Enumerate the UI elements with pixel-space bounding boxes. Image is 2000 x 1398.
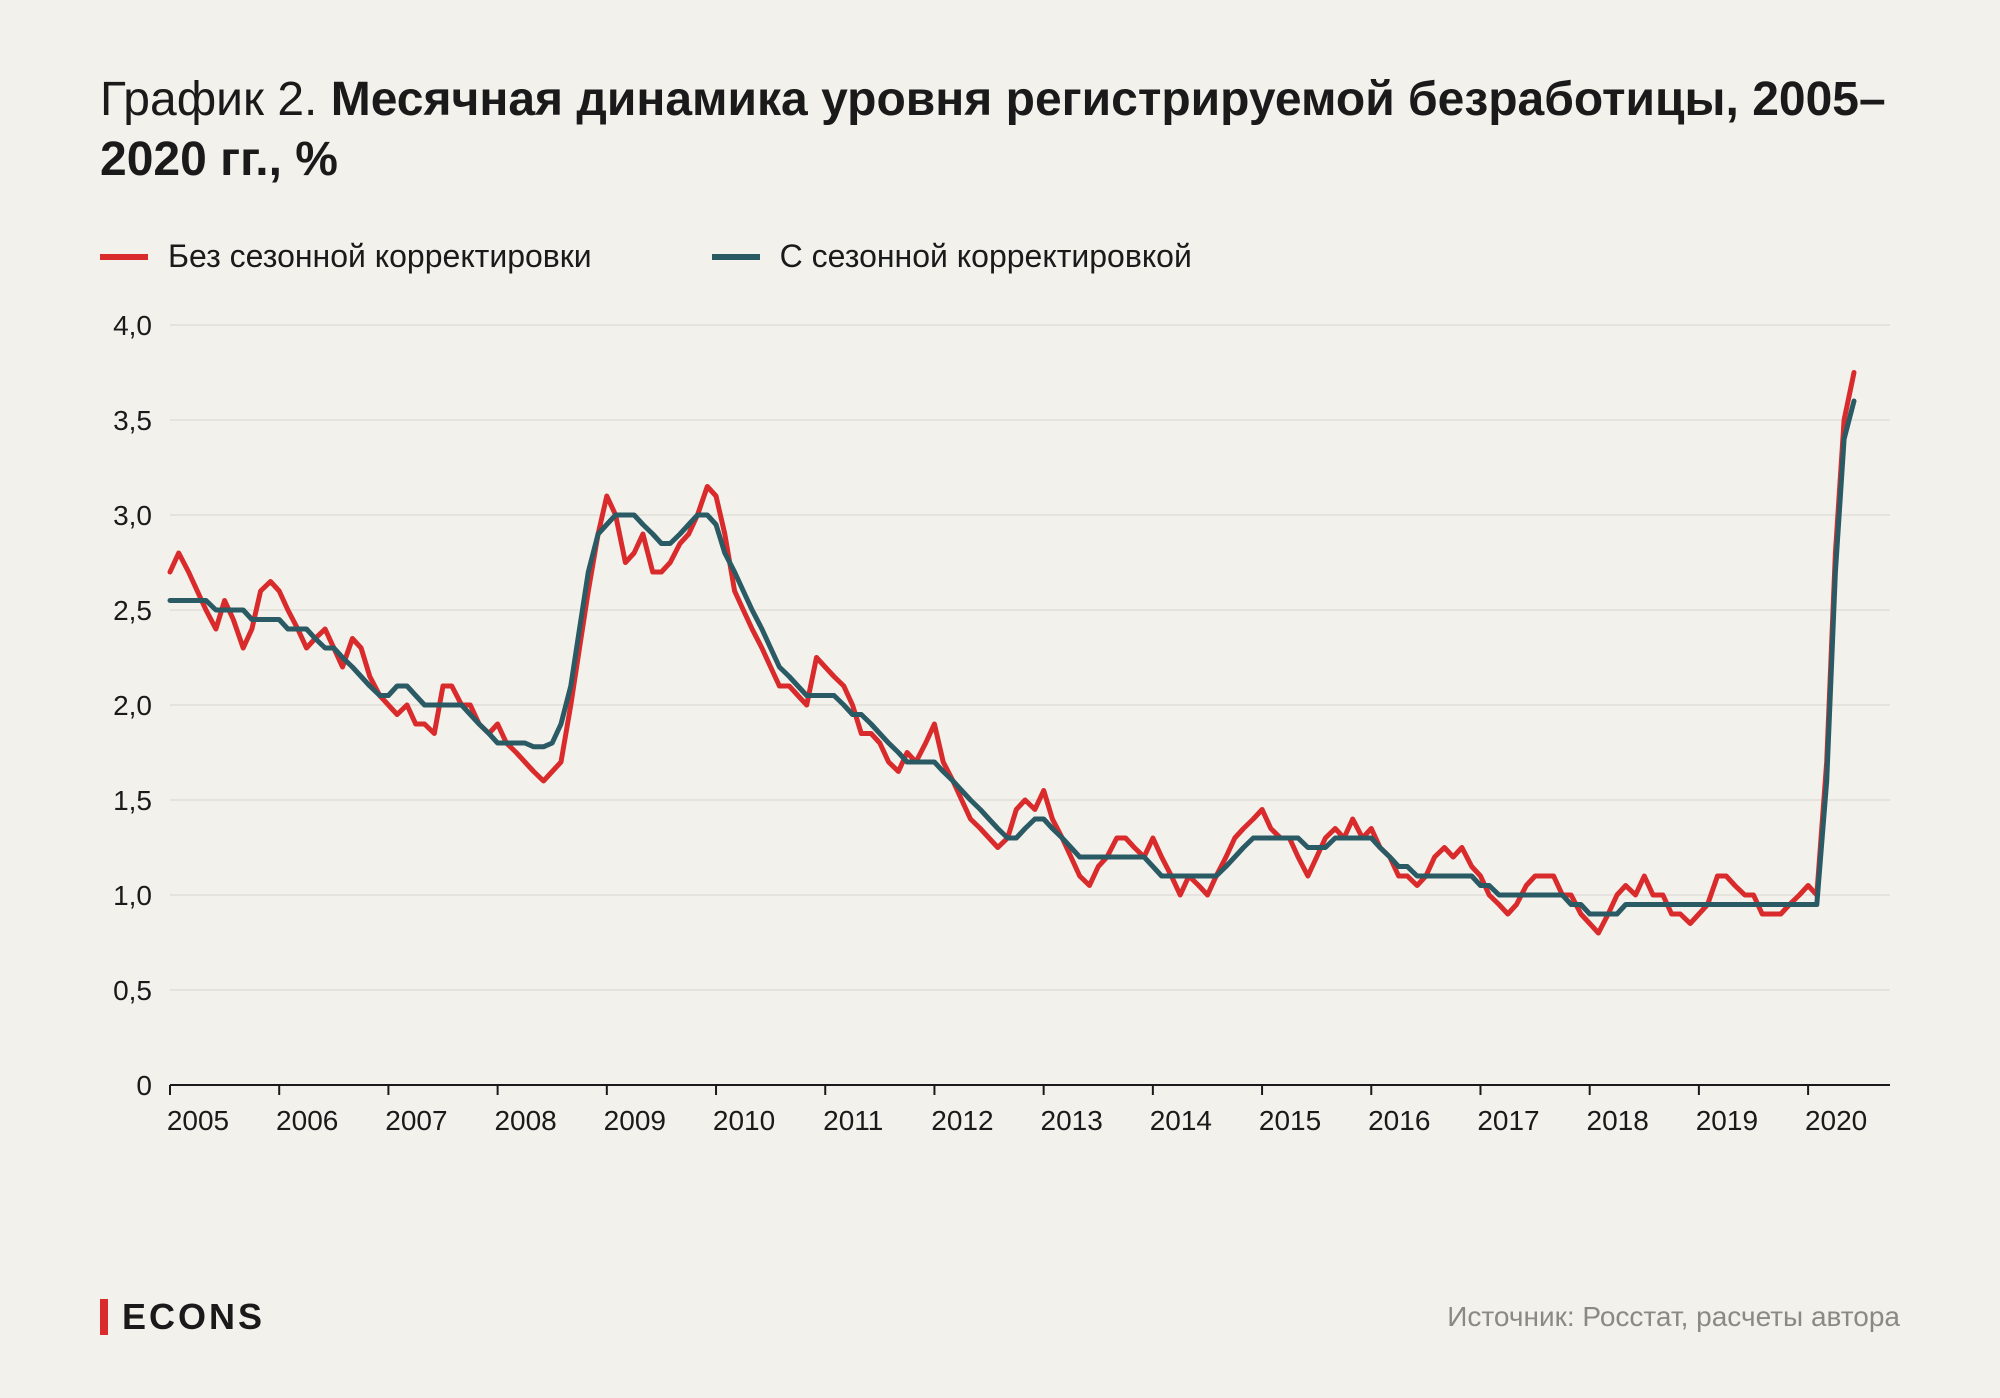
source-label: Источник: Росстат, расчеты автора [1447,1301,1900,1333]
svg-text:2006: 2006 [276,1105,338,1136]
legend-swatch-2 [712,254,760,260]
svg-text:2009: 2009 [604,1105,666,1136]
svg-text:2018: 2018 [1587,1105,1649,1136]
brand-accent-bar [100,1299,108,1335]
svg-text:2011: 2011 [823,1105,883,1136]
svg-text:2007: 2007 [385,1105,447,1136]
legend-swatch-1 [100,254,148,260]
brand: ECONS [100,1296,265,1338]
svg-text:2015: 2015 [1259,1105,1321,1136]
svg-text:0,5: 0,5 [113,975,152,1006]
svg-text:2020: 2020 [1805,1105,1867,1136]
title-main: Месячная динамика уровня регистрируемой … [100,73,1886,186]
svg-text:0: 0 [136,1070,152,1101]
chart-title: График 2. Месячная динамика уровня регис… [100,70,1900,190]
legend-label-2: С сезонной корректировкой [780,238,1192,275]
svg-text:1,5: 1,5 [113,785,152,816]
svg-text:3,5: 3,5 [113,405,152,436]
title-prefix: График 2. [100,73,331,126]
legend-item-2: С сезонной корректировкой [712,238,1192,275]
footer: ECONS Источник: Росстат, расчеты автора [100,1296,1900,1338]
svg-text:4,0: 4,0 [113,315,152,341]
svg-text:2019: 2019 [1696,1105,1758,1136]
chart-svg: 0 0,5 1,0 1,5 2,0 2,5 3,0 3,5 4,0 2005 2006 2007 200… [100,315,1900,1155]
svg-text:2005: 2005 [167,1105,229,1136]
svg-text:2016: 2016 [1368,1105,1430,1136]
svg-text:2010: 2010 [713,1105,775,1136]
brand-label: ECONS [122,1296,265,1338]
chart-container: График 2. Месячная динамика уровня регис… [0,0,2000,1398]
svg-text:1,0: 1,0 [113,880,152,911]
legend: Без сезонной корректировки С сезонной ко… [100,238,1900,275]
legend-item-1: Без сезонной корректировки [100,238,592,275]
legend-label-1: Без сезонной корректировки [168,238,592,275]
svg-text:2,0: 2,0 [113,690,152,721]
svg-text:3,0: 3,0 [113,500,152,531]
svg-text:2013: 2013 [1041,1105,1103,1136]
svg-text:2,5: 2,5 [113,595,152,626]
svg-text:2008: 2008 [494,1105,556,1136]
chart-plot-area: 0 0,5 1,0 1,5 2,0 2,5 3,0 3,5 4,0 2005 2006 2007 200… [100,315,1900,1160]
svg-text:2012: 2012 [931,1105,993,1136]
svg-text:2017: 2017 [1477,1105,1539,1136]
svg-text:2014: 2014 [1150,1105,1212,1136]
